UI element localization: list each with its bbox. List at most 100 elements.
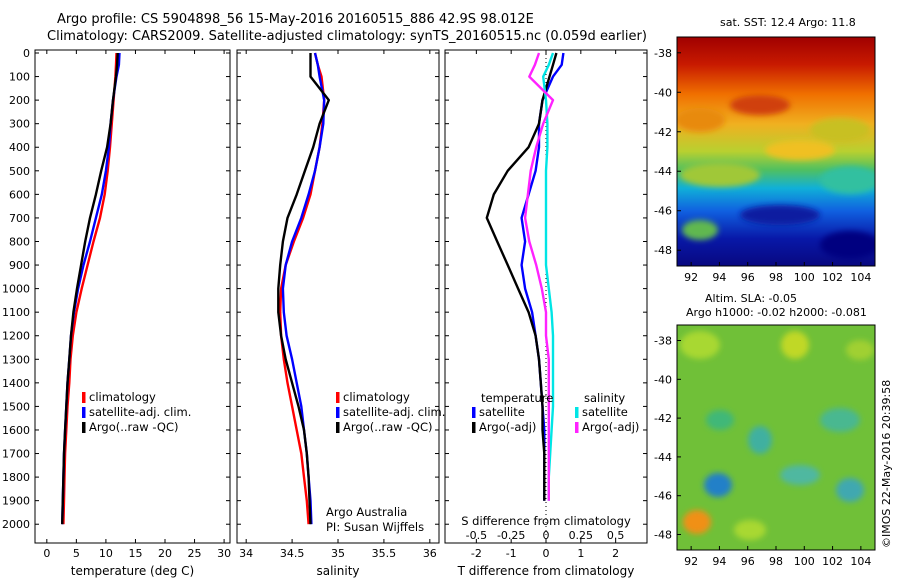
map-lat-label: -44 [654,165,672,178]
map-lat-label: -48 [654,244,672,257]
salinity-series-0 [279,52,326,525]
salinity-legend-0-swatch [336,392,340,403]
sst-map-title: sat. SST: 12.4 Argo: 11.8 [720,16,856,29]
sla-patch [781,331,809,359]
x-tick-label: 0 [43,547,50,560]
sla-patch [820,408,860,432]
sst-patch [730,95,790,115]
depth-tick-label: 1700 [2,448,30,461]
depth-tick-label: 1000 [2,283,30,296]
credit-argo-australia: Argo Australia [326,505,407,519]
x-tick-label: 20 [158,547,172,560]
sla-patch [748,426,772,454]
sst-patch [740,205,820,225]
temperature-legend-2-swatch [82,422,86,433]
plot-title-line2: Climatology: CARS2009. Satellite-adjuste… [47,29,647,44]
diff-legend-t-0-label: satellite [479,405,525,419]
sst-patch [810,118,870,142]
temperature-xlabel: temperature (deg C) [71,564,194,578]
s-tick-label: 0.5 [607,529,625,542]
sla-patch [846,340,874,360]
diff-legend-s-0-label: satellite [582,405,628,419]
sla-patch [704,473,732,497]
map-lon-label: 98 [769,271,783,284]
map-lat-label: -40 [654,373,672,386]
salinity-legend-1-label: satellite-adj. clim. [343,405,445,419]
sst-map-ticks: -38 -40 -42 -44 -46 -48 92 94 96 98 100 102 104 [654,47,871,284]
depth-tick-label: 500 [9,165,30,178]
map-lat-label: -42 [654,412,672,425]
map-lat-label: -38 [654,335,672,348]
salinity-xlabel: salinity [316,564,359,578]
difference-series-1 [485,52,558,501]
sst-patch [677,108,725,132]
map-lat-label: -38 [654,47,672,60]
salinity-panel-frame [236,49,440,544]
map-lon-label: 96 [741,271,755,284]
temperature-legend-1-swatch [82,407,86,418]
map-lon-label: 92 [684,271,698,284]
depth-tick-label: 1900 [2,495,30,508]
x-tick-label: 0 [543,547,550,560]
sla-patch [734,520,766,540]
depth-tick-label: 300 [9,118,30,131]
depth-tick-label: 400 [9,141,30,154]
sla-map-ticks: -38 -40 -42 -44 -46 -48 92 94 96 98 100 102 104 [654,335,871,568]
t-difference-xlabel: T difference from climatology [457,564,635,578]
depth-tick-label: 800 [9,235,30,248]
map-lat-label: -46 [654,205,672,218]
sst-patch [765,140,835,160]
salinity-legend-2-swatch [336,422,340,433]
diff-legend-s-0-swatch [575,407,579,418]
temperature-series-0 [62,52,118,525]
depth-tick-label: 2000 [2,518,30,531]
salinity-series-2 [277,53,330,525]
depth-tick-label: 600 [9,188,30,201]
depth-tick-label: 900 [9,259,30,272]
sla-map: Altim. SLA: -0.05 Argo h1000: -0.02 h200… [654,292,876,568]
plot-title-line1: Argo profile: CS 5904898_56 15-May-2016 … [57,12,534,27]
depth-tick-label: 1200 [2,330,30,343]
sla-field [677,325,875,550]
legend-temperature-title: temperature [481,391,553,405]
x-tick-label: 2 [612,547,619,560]
difference-panel: -2 -1 0 1 2 -0.5 -0.25 0 0.25 0.5S difference fro… [444,49,648,578]
map-lon-label: 102 [822,555,843,568]
x-tick-label: 30 [217,547,231,560]
x-tick-label: 15 [128,547,142,560]
s-tick-label: -0.5 [466,529,487,542]
x-tick-label: 5 [73,547,80,560]
x-tick-label: 34 [239,547,253,560]
x-tick-label: 10 [99,547,113,560]
depth-tick-label: 200 [9,94,30,107]
map-lon-label: 94 [712,555,726,568]
x-tick-label: 1 [577,547,584,560]
difference-series-3 [523,52,555,501]
diff-legend-t-1-label: Argo(-adj) [479,420,536,434]
diff-legend-s-1-label: Argo(-adj) [582,420,639,434]
depth-tick-label: 1300 [2,353,30,366]
sla-patch [683,510,711,534]
sst-patch [820,231,875,259]
depth-tick-label: 1100 [2,306,30,319]
sla-patch [780,465,820,485]
depth-tick-label: 700 [9,212,30,225]
sla-map-title2: Argo h1000: -0.02 h2000: -0.081 [686,306,867,319]
sst-patch [680,163,760,187]
x-tick-label: -1 [506,547,517,560]
map-lon-label: 92 [684,555,698,568]
legend-salinity-title: salinity [584,391,625,405]
map-lon-label: 96 [741,555,755,568]
s-tick-label: 0.25 [569,529,594,542]
map-lat-label: -48 [654,528,672,541]
imos-credit: ©IMOS 22-May-2016 20:39:58 [880,380,893,548]
credit-pi: PI: Susan Wijffels [326,520,424,534]
diff-legend-t-0-swatch [472,407,476,418]
diff-legend-t-1-swatch [472,422,476,433]
x-tick-label: 36 [423,547,437,560]
sla-patch [706,410,734,430]
temperature-legend-0-label: climatology [89,390,156,404]
map-lat-label: -42 [654,126,672,139]
sla-patch [680,331,720,359]
